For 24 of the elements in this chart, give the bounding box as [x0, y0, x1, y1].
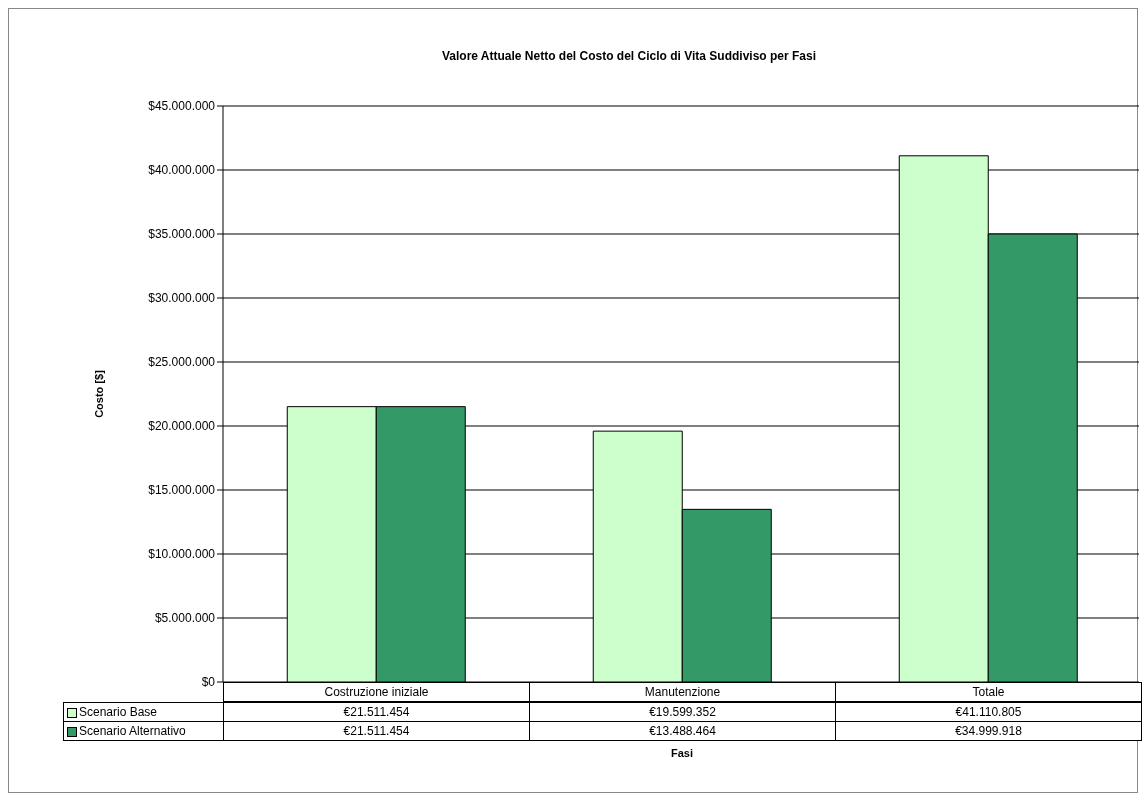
x-tick-label: Manutenzione: [529, 682, 836, 702]
data-label: €41.110.805: [835, 702, 1142, 722]
x-tick-label: Totale: [835, 682, 1142, 702]
y-tick-label: $20.000.000: [148, 419, 216, 434]
y-tick-label: $25.000.000: [148, 355, 216, 370]
x-tick-label: Costruzione iniziale: [223, 682, 530, 702]
y-tick-label: $0: [201, 675, 216, 690]
y-tick-label: $10.000.000: [148, 547, 216, 562]
data-label: €21.511.454: [223, 702, 530, 722]
y-tick-label: $15.000.000: [148, 483, 216, 498]
y-tick-label: $30.000.000: [148, 291, 216, 306]
y-axis-title: Costo [$]: [93, 370, 105, 418]
y-tick-label: $5.000.000: [154, 611, 216, 626]
y-tick-label: $35.000.000: [148, 227, 216, 242]
x-axis-title: Fasi: [670, 747, 694, 759]
y-tick-label: $40.000.000: [148, 163, 216, 178]
data-label: €19.599.352: [529, 702, 836, 722]
data-label: €34.999.918: [835, 721, 1142, 741]
legend-label: Scenario Alternativo: [79, 724, 186, 739]
chart-title: Valore Attuale Netto del Costo del Ciclo di Vita Suddiviso per Fasi: [440, 49, 818, 63]
data-label: €21.511.454: [223, 721, 530, 741]
data-label: €13.488.464: [529, 721, 836, 741]
legend-label: Scenario Base: [79, 705, 158, 720]
y-tick-label: $45.000.000: [148, 99, 216, 114]
